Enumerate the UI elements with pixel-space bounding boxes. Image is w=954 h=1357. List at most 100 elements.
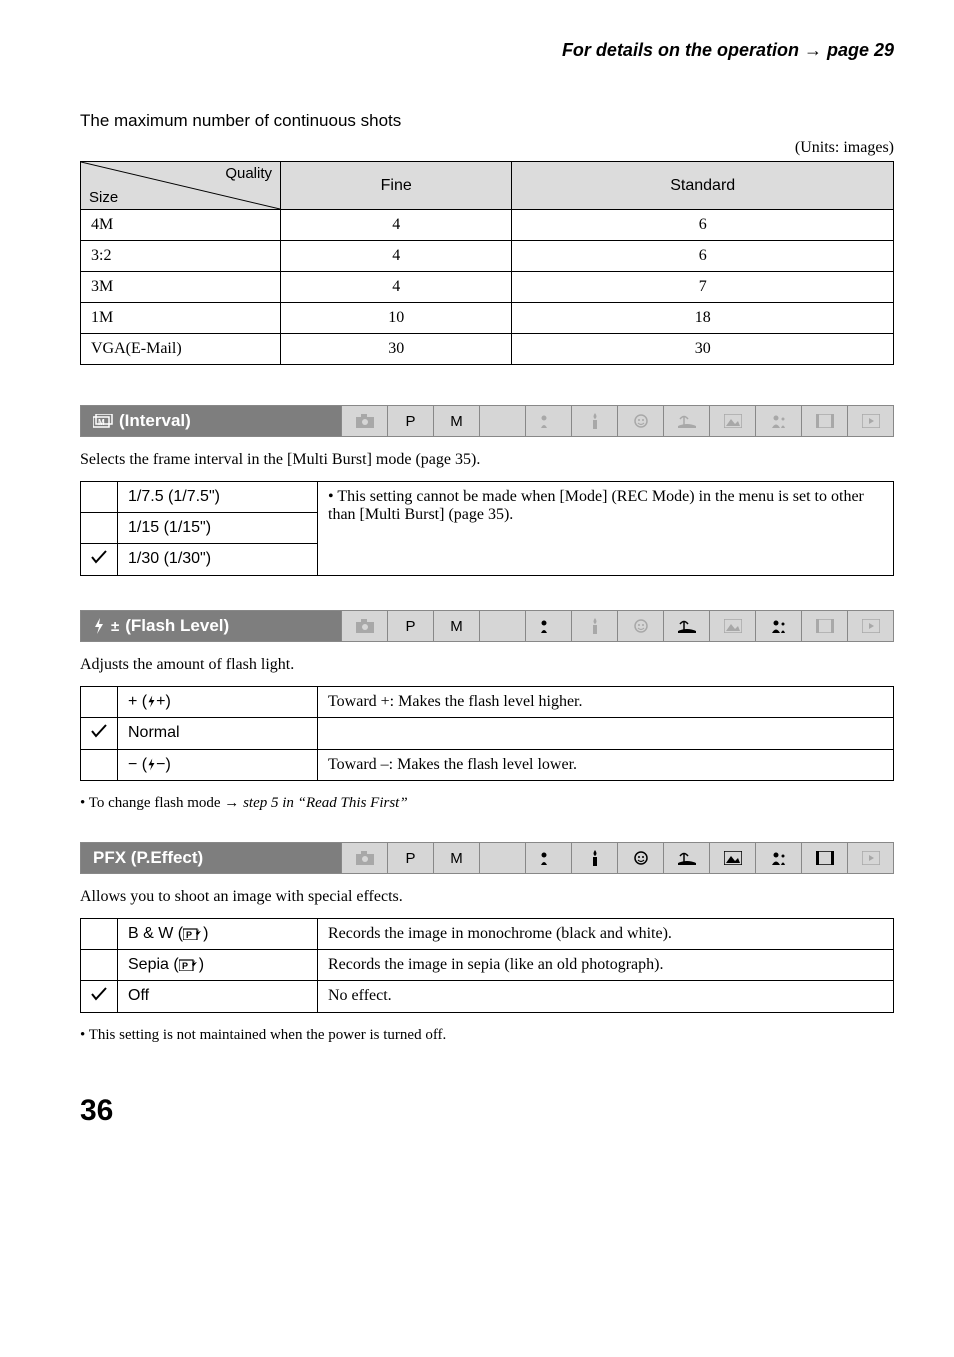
landscape-icon bbox=[709, 406, 755, 436]
flash-desc: Adjusts the amount of flash light. bbox=[80, 656, 894, 674]
table-row: 1M bbox=[81, 303, 281, 334]
flash-icon bbox=[147, 758, 156, 771]
play-icon bbox=[847, 406, 893, 436]
movie-icon bbox=[801, 611, 847, 641]
pfx-title: PFX (P.Effect) bbox=[81, 843, 341, 873]
interval-table: 1/7.5 (1/7.5") • This setting cannot be … bbox=[80, 481, 894, 576]
play-icon bbox=[847, 843, 893, 873]
option-note: Toward +: Makes the flash level higher. bbox=[318, 687, 894, 718]
moon-icon bbox=[479, 611, 525, 641]
table-cell: 30 bbox=[281, 334, 512, 365]
beach-icon bbox=[663, 843, 709, 873]
option-note: Records the image in sepia (like an old … bbox=[318, 950, 894, 981]
pfx-desc: Allows you to shoot an image with specia… bbox=[80, 888, 894, 906]
table-cell: 4 bbox=[281, 272, 512, 303]
check-icon bbox=[91, 987, 107, 1001]
check-icon bbox=[91, 550, 107, 564]
pfx-mode-icons: P M bbox=[341, 843, 893, 873]
table-cell: 7 bbox=[512, 272, 894, 303]
svg-text:M: M bbox=[98, 418, 105, 427]
portrait-icon bbox=[755, 611, 801, 641]
option-note: Records the image in monochrome (black a… bbox=[318, 919, 894, 950]
option-note: Toward –: Makes the flash level lower. bbox=[318, 750, 894, 781]
p-mode-icon: P bbox=[387, 611, 433, 641]
face-icon bbox=[617, 843, 663, 873]
check-cell bbox=[81, 718, 118, 750]
interval-desc: Selects the frame interval in the [Multi… bbox=[80, 451, 894, 469]
option-name: Off bbox=[118, 981, 318, 1013]
pfx-bar: PFX (P.Effect) P M bbox=[80, 842, 894, 874]
pfx-label: PFX (P.Effect) bbox=[93, 848, 203, 868]
diag-quality: Quality bbox=[225, 165, 272, 182]
col-fine: Fine bbox=[281, 162, 512, 210]
p-mode-icon: P bbox=[387, 406, 433, 436]
candle-icon bbox=[571, 406, 617, 436]
shots-table: Quality Size Fine Standard 4M46 3:246 3M… bbox=[80, 161, 894, 365]
moon-person-icon bbox=[525, 406, 571, 436]
flash-icon bbox=[93, 618, 105, 634]
beach-icon bbox=[663, 406, 709, 436]
interval-title: M (Interval) bbox=[81, 406, 341, 436]
moon-icon bbox=[479, 843, 525, 873]
flash-table: + (+) Toward +: Makes the flash level hi… bbox=[80, 686, 894, 781]
interval-mode-icons: P M bbox=[341, 406, 893, 436]
option-name: 1/7.5 (1/7.5") bbox=[118, 482, 318, 513]
m-mode-icon: M bbox=[433, 843, 479, 873]
flash-icon bbox=[147, 695, 156, 708]
interval-bar: M (Interval) P M bbox=[80, 405, 894, 437]
movie-icon bbox=[801, 843, 847, 873]
check-icon bbox=[91, 724, 107, 738]
check-cell bbox=[81, 950, 118, 981]
camera-icon bbox=[341, 611, 387, 641]
col-standard: Standard bbox=[512, 162, 894, 210]
option-note: No effect. bbox=[318, 981, 894, 1013]
table-cell: 30 bbox=[512, 334, 894, 365]
option-name: + (+) bbox=[118, 687, 318, 718]
check-cell bbox=[81, 687, 118, 718]
m-mode-icon: M bbox=[433, 611, 479, 641]
interval-label: (Interval) bbox=[119, 411, 191, 431]
play-icon bbox=[847, 611, 893, 641]
option-name: 1/30 (1/30") bbox=[118, 544, 318, 576]
check-cell bbox=[81, 482, 118, 513]
landscape-icon bbox=[709, 611, 755, 641]
candle-icon bbox=[571, 611, 617, 641]
header-link: For details on the operation → page 29 bbox=[80, 40, 894, 61]
check-cell bbox=[81, 544, 118, 576]
peffect-icon: P bbox=[183, 927, 203, 940]
svg-text:P: P bbox=[182, 961, 188, 971]
option-name: − (−) bbox=[118, 750, 318, 781]
table-cell: 10 bbox=[281, 303, 512, 334]
table-cell: 4 bbox=[281, 210, 512, 241]
landscape-icon bbox=[709, 843, 755, 873]
flash-bar: ± (Flash Level) P M bbox=[80, 610, 894, 642]
option-name: Normal bbox=[118, 718, 318, 750]
shots-title: The maximum number of continuous shots bbox=[80, 111, 894, 131]
option-note: • This setting cannot be made when [Mode… bbox=[318, 482, 894, 576]
moon-person-icon bbox=[525, 611, 571, 641]
portrait-icon bbox=[755, 406, 801, 436]
option-name: 1/15 (1/15") bbox=[118, 513, 318, 544]
camera-icon bbox=[341, 406, 387, 436]
m-mode-icon: M bbox=[433, 406, 479, 436]
table-row: VGA(E-Mail) bbox=[81, 334, 281, 365]
pfx-bullet: • This setting is not maintained when th… bbox=[80, 1027, 894, 1044]
check-cell bbox=[81, 513, 118, 544]
option-note bbox=[318, 718, 894, 750]
camera-icon bbox=[341, 843, 387, 873]
moon-person-icon bbox=[525, 843, 571, 873]
diag-header: Quality Size bbox=[81, 162, 281, 210]
svg-text:P: P bbox=[186, 930, 192, 940]
flash-title: ± (Flash Level) bbox=[81, 611, 341, 641]
check-cell bbox=[81, 919, 118, 950]
table-row: 4M bbox=[81, 210, 281, 241]
face-icon bbox=[617, 406, 663, 436]
p-mode-icon: P bbox=[387, 843, 433, 873]
face-icon bbox=[617, 611, 663, 641]
table-cell: 6 bbox=[512, 241, 894, 272]
page-number: 36 bbox=[80, 1094, 894, 1128]
moon-icon bbox=[479, 406, 525, 436]
portrait-icon bbox=[755, 843, 801, 873]
option-name: B & W (P) bbox=[118, 919, 318, 950]
option-name: Sepia (P) bbox=[118, 950, 318, 981]
